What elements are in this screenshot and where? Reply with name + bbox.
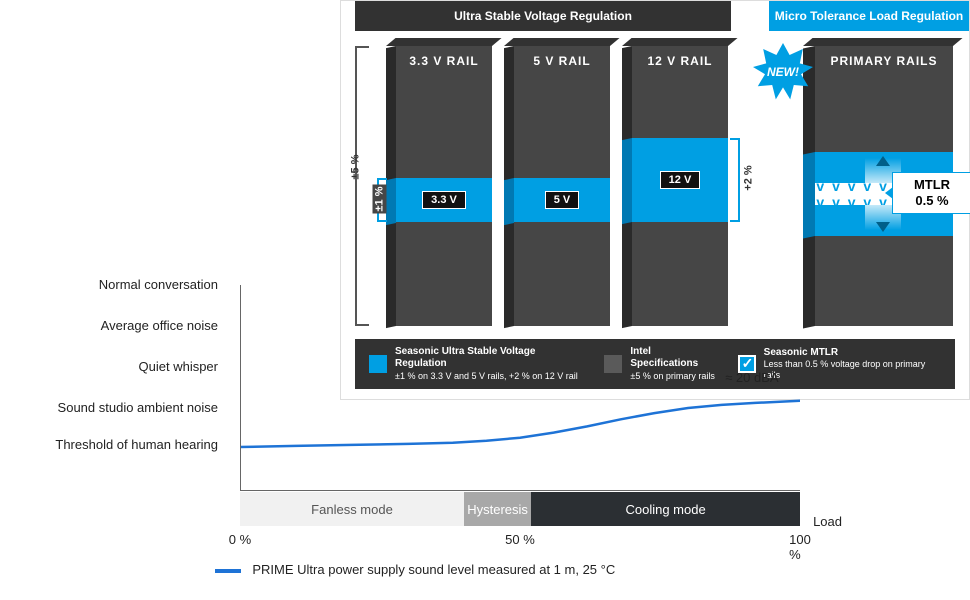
rail-vlabel-0: 3.3 V [396,190,492,208]
mode-1: Hysteresis [464,492,531,526]
x-tick-2: 100 % [789,532,811,562]
x-tick-0: 0 % [229,532,251,547]
label-5pct: ±5 % [350,155,362,180]
chart-legend-text: PRIME Ultra power supply sound level mea… [252,562,615,577]
rail-title-2: 12 V RAIL [632,54,728,68]
annotation-20dba: ≈ 20 dBA [725,370,778,385]
mode-0: Fanless mode [240,492,464,526]
mtlr-callout-l2: 0.5 % [899,193,965,209]
chart-y-labels: Normal conversationAverage office noiseQ… [30,285,230,490]
rail-0: 3.3 V RAIL 3.3 V [386,46,492,326]
load-label: Load [813,514,842,529]
x-tick-1: 50 % [505,532,535,547]
rails-area: 3.3 V RAIL 3.3 V 5 V RAIL 5 V 12 V RAIL … [386,46,731,326]
rail-title-1: 5 V RAIL [514,54,610,68]
new-star-badge: NEW! [753,43,813,103]
bracket-2pct [730,138,740,222]
chart-curve [240,285,800,490]
axis-y [240,285,241,490]
ylabel-0: Normal conversation [18,277,218,292]
label-2pct: +2 % [743,164,755,193]
mode-2: Cooling mode [531,492,800,526]
mtlr-callout-l1: MTLR [899,177,965,193]
header-mtlr: Micro Tolerance Load Regulation [769,1,969,31]
primary-rails-title: PRIMARY RAILS [815,54,953,68]
rail-1: 5 V RAIL 5 V [504,46,610,326]
ylabel-3: Sound studio ambient noise [18,400,218,415]
ylabel-2: Quiet whisper [18,359,218,374]
ylabel-1: Average office noise [18,318,218,333]
sound-level-chart: Normal conversationAverage office noiseQ… [30,285,800,535]
rail-2: 12 V RAIL 12 V [622,46,728,326]
chart-legend: PRIME Ultra power supply sound level mea… [30,562,800,577]
ylabel-4: Threshold of human hearing [18,437,218,452]
mtlr-callout: MTLR 0.5 % [892,172,970,213]
rail-vlabel-2: 12 V [632,170,728,188]
mode-bar: Fanless modeHysteresisCooling mode [240,492,800,526]
chart-plot-area: Fanless modeHysteresisCooling mode0 %50 … [240,285,800,490]
label-1pct: ±1 % [373,185,387,214]
rail-vlabel-1: 5 V [514,190,610,208]
header-usvr: Ultra Stable Voltage Regulation [355,1,731,31]
new-star-label: NEW! [753,65,813,79]
axis-x [240,490,800,491]
rail-title-0: 3.3 V RAIL [396,54,492,68]
chart-legend-swatch [215,569,241,573]
